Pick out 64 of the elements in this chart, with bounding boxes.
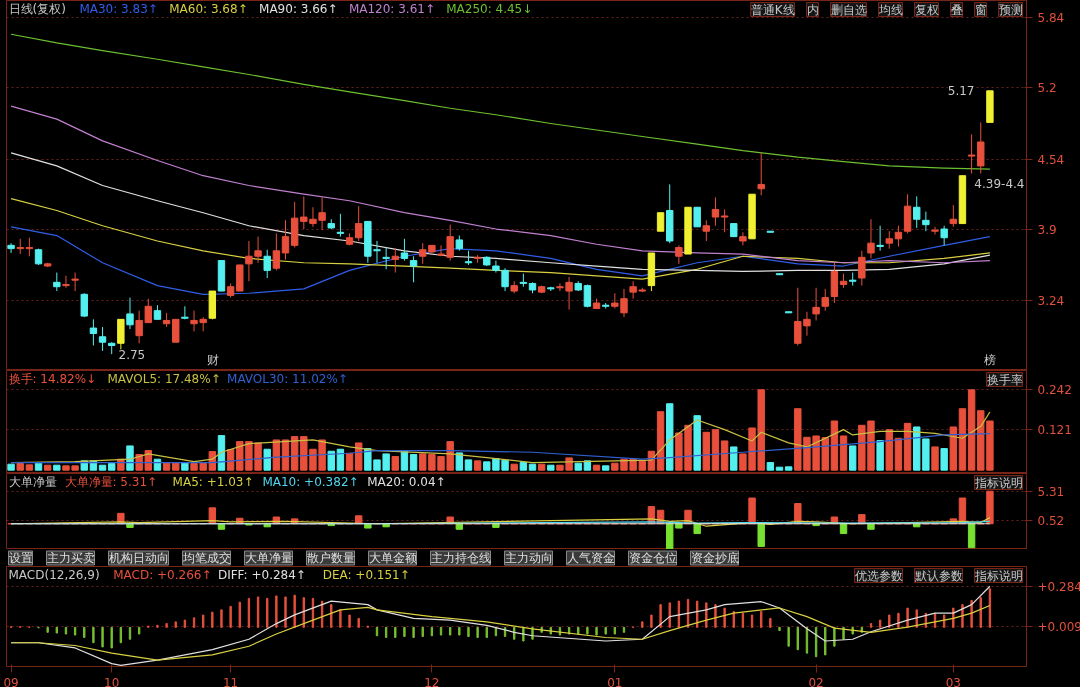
y-tick-label: 0.242	[1037, 383, 1072, 398]
annotation: 默认参数	[913, 568, 963, 583]
annotation: 均线	[877, 2, 903, 17]
annotation: 复权	[914, 2, 939, 17]
annotation: 内	[806, 2, 819, 17]
x-tick-label: 12	[424, 675, 440, 687]
text: 主力买卖	[46, 551, 95, 565]
annotation: 指标说明	[973, 568, 1023, 583]
annotation: 指标说明	[973, 475, 1023, 490]
x-tick-label: 09	[3, 675, 19, 687]
text: 大单金额	[368, 551, 417, 565]
text: DEA: +0.151↑	[322, 567, 410, 582]
text: 主力持仓线	[430, 551, 491, 565]
y-tick-label: 3.9	[1037, 222, 1057, 237]
text: 散户数量	[306, 551, 355, 565]
text: 资金仓位	[628, 551, 677, 565]
text: MA120: 3.61↑	[348, 1, 436, 16]
text: MA20: 0.04↑	[367, 474, 446, 489]
chart-title: MACD(12,26,9)	[8, 567, 100, 582]
x-tick-label: 11	[222, 675, 239, 687]
text: MA60: 3.68↑	[169, 1, 248, 16]
y-tick-label: 5.84	[1037, 11, 1065, 26]
annotation: 2.75	[118, 347, 146, 362]
annotation: 叠	[950, 2, 963, 17]
text: 预测	[998, 2, 1023, 17]
text: 主力动向	[504, 551, 553, 565]
text: 设置	[8, 551, 33, 565]
annotation: 普通K线	[750, 2, 795, 17]
y-tick-label: 0.121	[1037, 423, 1072, 438]
text: MACD: +0.266↑	[113, 567, 212, 582]
text: DIFF: +0.284↑	[217, 567, 306, 582]
y-tick-label: 4.54	[1037, 152, 1065, 167]
annotation: 窗	[974, 2, 987, 17]
x-tick-label: 10	[104, 675, 120, 687]
y-tick-label: 5.31	[1037, 484, 1065, 499]
text: MAVOL30: 11.02%↑	[227, 371, 348, 386]
text: 大单净量	[244, 551, 293, 565]
annotation: 删自选	[830, 2, 867, 17]
annotation: 财	[206, 352, 219, 367]
y-tick-label: 0.52	[1037, 514, 1065, 529]
chart-title: 大单净量	[8, 474, 57, 489]
text: MA5: +1.03↑	[172, 474, 254, 489]
text: MA30: 3.83↑	[79, 1, 158, 16]
annotation: 优选参数	[854, 568, 903, 583]
text: 均笔成交	[181, 551, 231, 565]
x-tick-label: 02	[808, 675, 824, 687]
annotation: 4.39-4.4	[974, 176, 1025, 191]
text: 换手: 14.82%↓	[8, 371, 97, 386]
annotation: 5.17	[947, 83, 975, 98]
text: MA250: 4.45↓	[446, 1, 533, 16]
text: MA10: +0.382↑	[262, 474, 359, 489]
x-tick-label: 01	[607, 675, 623, 687]
text: 资金抄底	[690, 551, 739, 565]
text: 大单净量: 5.31↑	[64, 474, 158, 489]
y-tick-label: 5.2	[1037, 81, 1057, 96]
text: MA90: 3.66↑	[259, 1, 338, 16]
annotation: 榜	[983, 352, 996, 367]
text: MAVOL5: 17.48%↑	[107, 371, 221, 386]
x-tick-label: 03	[945, 675, 961, 687]
text: 机构日动向	[108, 551, 169, 565]
chart-title: 日线(复权)	[8, 1, 66, 16]
annotation: 换手率	[986, 372, 1023, 387]
y-tick-label: 3.24	[1037, 294, 1065, 309]
text: 人气资金	[566, 551, 615, 565]
